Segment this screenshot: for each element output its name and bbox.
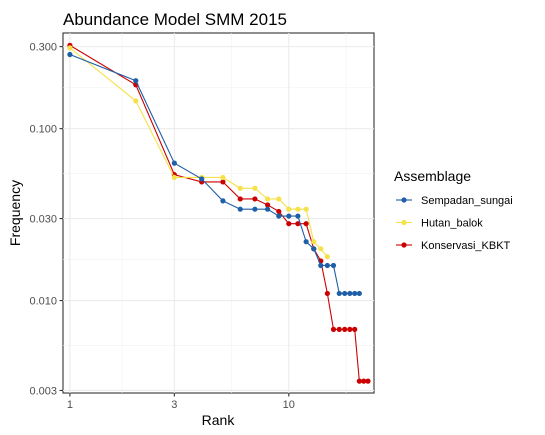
y-tick-label: 0.300 <box>29 42 57 54</box>
data-point <box>237 185 243 191</box>
legend-label: Konservasi_KBKT <box>421 240 511 252</box>
plot-panel-border <box>62 32 375 394</box>
data-point <box>252 206 258 212</box>
y-tick-label: 0.100 <box>29 124 57 136</box>
data-point <box>133 78 139 84</box>
data-point <box>311 239 317 245</box>
legend-title: Assemblage <box>394 168 471 184</box>
data-point <box>199 176 205 182</box>
data-point <box>264 202 271 208</box>
chart-title: Abundance Model SMM 2015 <box>63 10 287 29</box>
legend-key-hutan-balok: Hutan_balok <box>396 218 483 230</box>
data-point <box>67 51 73 58</box>
data-point <box>171 160 177 166</box>
data-point <box>347 326 353 332</box>
legend-key-sempadan-sungai: Sempadan_sungai <box>396 195 513 207</box>
y-tick-label: 0.030 <box>29 214 57 226</box>
data-point <box>365 378 371 384</box>
data-point <box>336 290 342 297</box>
data-point <box>286 206 292 212</box>
legend-key-dot <box>401 219 407 226</box>
data-point <box>220 198 226 204</box>
data-point <box>336 326 342 332</box>
data-point <box>361 378 367 384</box>
data-point <box>220 174 226 181</box>
legend-label: Hutan_balok <box>421 218 483 230</box>
data-point <box>276 213 282 219</box>
data-point <box>324 290 330 297</box>
data-point <box>237 196 243 202</box>
legend-key-konservasi-kbkt: Konservasi_KBKT <box>396 240 511 252</box>
data-point <box>352 326 358 332</box>
data-point <box>252 185 258 191</box>
data-point <box>330 326 337 332</box>
data-point <box>220 179 226 185</box>
series-layer <box>67 42 371 384</box>
data-point <box>324 254 330 260</box>
x-axis-title: Rank <box>202 412 236 428</box>
data-point <box>303 221 309 227</box>
x-tick-label: 1 <box>67 399 73 411</box>
data-point <box>295 213 301 219</box>
data-point <box>356 290 362 297</box>
y-tick-label: 0.010 <box>29 296 57 308</box>
data-point <box>133 98 139 104</box>
legend-key-dot <box>401 242 407 248</box>
data-point <box>330 262 337 269</box>
grid-lines <box>63 33 374 393</box>
data-point <box>264 206 271 212</box>
data-point <box>303 206 309 212</box>
data-point <box>303 239 309 245</box>
data-point <box>237 206 243 212</box>
data-point <box>295 206 301 212</box>
data-point <box>276 196 282 202</box>
series-sempadan-sungai <box>67 51 362 297</box>
data-point <box>264 196 271 202</box>
legend-label: Sempadan_sungai <box>421 195 513 207</box>
y-tick-label: 0.003 <box>29 385 57 397</box>
data-point <box>276 208 282 215</box>
data-point <box>67 45 73 51</box>
data-point <box>342 290 348 297</box>
data-point <box>356 378 362 384</box>
data-point <box>252 196 258 202</box>
data-point <box>324 262 330 269</box>
data-point <box>318 246 324 252</box>
data-point <box>286 213 292 219</box>
data-point <box>318 262 324 269</box>
data-point <box>311 246 317 252</box>
series-hutan-balok <box>67 45 330 260</box>
x-tick-label: 3 <box>171 399 177 411</box>
data-point <box>171 174 177 181</box>
data-point <box>286 221 292 227</box>
data-point <box>347 290 353 297</box>
x-axis: 1 3 10 <box>67 393 295 411</box>
data-point <box>342 326 348 332</box>
data-point <box>295 221 301 227</box>
y-axis-title: Frequency <box>7 180 23 246</box>
legend: Assemblage Sempadan_sungai Hutan_balok Kon… <box>394 168 513 252</box>
x-tick-label: 10 <box>283 399 295 411</box>
legend-key-dot <box>401 197 407 203</box>
y-axis: 0.003 0.010 0.030 0.100 0.300 <box>29 42 63 397</box>
data-point <box>352 290 358 297</box>
